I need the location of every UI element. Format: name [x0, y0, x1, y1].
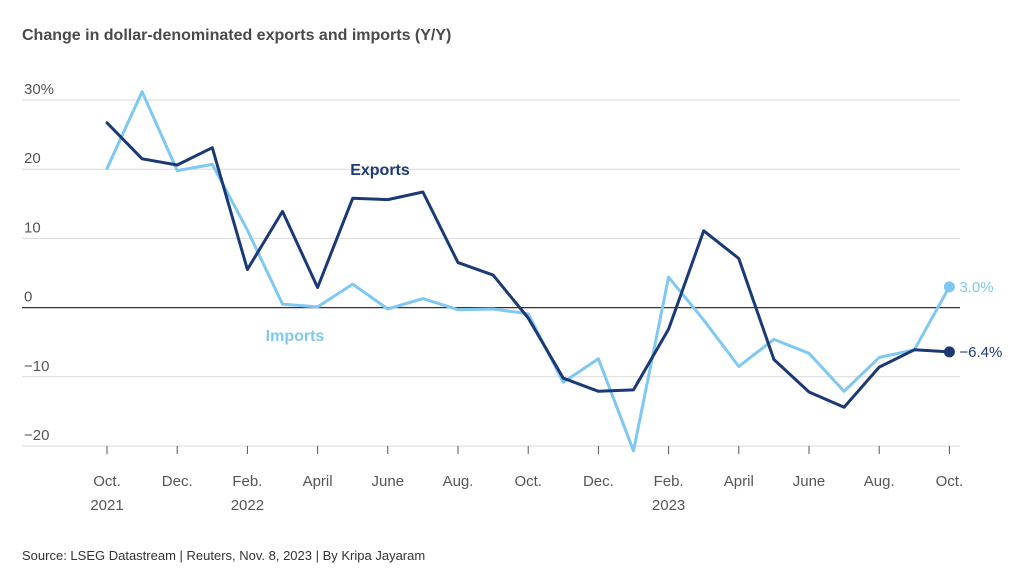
x-axis-tick-labels: Oct. 2021 Dec. Feb. 2022 April June Aug. Oct. Dec… [90, 446, 963, 514]
x-tick-label: June [793, 473, 826, 490]
series-line-imports [105, 90, 951, 453]
x-tick-label: Aug. [443, 473, 474, 490]
x-tick-label: April [303, 473, 333, 490]
end-marker-exports [943, 346, 955, 358]
series-labels: Imports 3.0% Exports −6.4% [266, 162, 1003, 361]
x-tick-year-label: 2022 [231, 497, 264, 514]
x-tick-label: June [372, 473, 405, 490]
x-tick-label: April [724, 473, 754, 490]
x-tick-label: Feb. [232, 473, 262, 490]
chart-title: Change in dollar-denominated exports and… [22, 27, 451, 44]
x-tick-label: Oct. [514, 473, 542, 490]
y-tick-label: 10 [24, 219, 41, 236]
y-tick-label: 20 [24, 150, 41, 167]
end-value-label-imports: 3.0% [959, 279, 993, 296]
x-tick-label: Feb. [654, 473, 684, 490]
x-tick-label: Dec. [162, 473, 193, 490]
x-tick-label: Aug. [864, 473, 895, 490]
chart-source: Source: LSEG Datastream | Reuters, Nov. … [22, 548, 425, 563]
y-axis-tick-labels: 30% 20 10 0 −10 −20 [24, 81, 54, 444]
series-lines [105, 90, 955, 453]
x-tick-year-label: 2021 [90, 497, 123, 514]
x-tick-label: Oct. [93, 473, 121, 490]
series-label-imports: Imports [266, 328, 325, 345]
series-label-exports: Exports [350, 162, 410, 179]
series-line-exports [105, 121, 951, 409]
y-tick-label: −10 [24, 358, 49, 375]
y-tick-label: 30% [24, 81, 54, 98]
x-tick-label: Dec. [583, 473, 614, 490]
end-marker-imports [943, 281, 955, 293]
x-tick-year-label: 2023 [652, 497, 685, 514]
end-value-label-exports: −6.4% [959, 344, 1002, 361]
y-tick-label: −20 [24, 427, 49, 444]
y-tick-label: 0 [24, 289, 32, 306]
x-tick-label: Oct. [936, 473, 964, 490]
